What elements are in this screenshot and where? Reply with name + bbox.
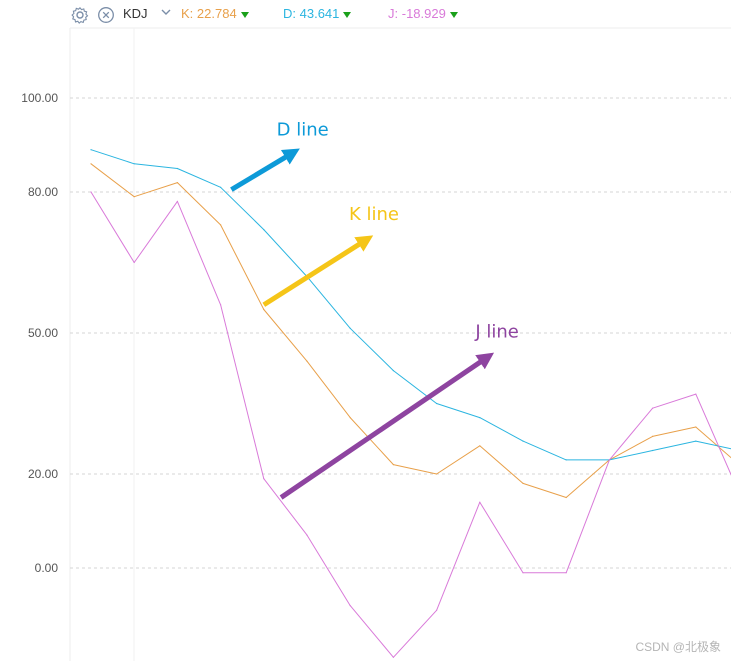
y-tick-label: 100.00: [21, 91, 58, 105]
point-k: [565, 496, 567, 499]
point-k: [90, 163, 92, 165]
point-j: [652, 407, 654, 409]
point-d: [133, 163, 135, 165]
point-j: [436, 609, 438, 611]
series-k-line: [90, 163, 731, 498]
point-k: [479, 445, 481, 447]
k-readout: K: 22.784: [181, 6, 249, 22]
d-value: 43.641: [299, 6, 340, 21]
point-k: [695, 426, 697, 428]
series-j-line: [90, 191, 731, 658]
annotation-label: D line: [277, 120, 329, 141]
y-tick-label: 0.00: [35, 561, 59, 575]
point-j: [306, 534, 308, 536]
gear-icon[interactable]: [71, 6, 89, 24]
point-d: [479, 417, 481, 419]
point-k: [522, 482, 524, 484]
point-d: [176, 167, 178, 170]
annotation-label: J line: [474, 322, 519, 343]
point-k: [392, 464, 394, 466]
k-down-icon: [240, 11, 249, 18]
point-d: [392, 370, 394, 372]
point-d: [90, 149, 92, 151]
point-d: [522, 440, 524, 442]
point-k: [220, 224, 222, 226]
annotation-arrow: [230, 148, 300, 192]
point-k: [436, 473, 438, 475]
indicator-name: KDJ: [123, 6, 148, 21]
point-j: [695, 393, 697, 395]
point-k: [133, 196, 135, 198]
point-d: [695, 440, 697, 442]
point-k: [176, 182, 178, 184]
annotation-layer: D line K line J line: [230, 120, 519, 500]
y-tick-label: 80.00: [28, 185, 58, 199]
point-j: [479, 501, 481, 503]
j-down-icon: [449, 11, 458, 18]
j-label: J:: [388, 6, 399, 21]
annotation-arrow: [279, 352, 495, 500]
k-label: K:: [181, 6, 194, 21]
point-d: [652, 449, 654, 452]
point-j: [176, 200, 178, 202]
point-j: [90, 191, 92, 193]
point-d: [565, 459, 567, 461]
point-k: [263, 308, 265, 311]
watermark: CSDN @北极象: [635, 640, 721, 654]
point-j: [349, 605, 351, 607]
y-tick-label: 20.00: [28, 467, 58, 481]
k-value: 22.784: [196, 6, 237, 21]
chevron-down-icon[interactable]: [158, 4, 176, 22]
series-layer: [90, 149, 731, 658]
point-d: [436, 402, 438, 405]
point-d: [349, 327, 351, 329]
point-j: [263, 478, 265, 480]
close-circle-icon[interactable]: [97, 6, 115, 24]
annotation-label: K line: [349, 204, 399, 225]
series-d-line: [90, 149, 731, 461]
indicator-header: KDJ K: 22.784 D: 43.641 J: -18.929: [0, 0, 731, 30]
annotation-arrow: [262, 235, 374, 307]
point-d: [220, 186, 222, 188]
point-k: [306, 360, 308, 362]
point-j: [392, 656, 394, 658]
d-down-icon: [343, 11, 352, 18]
point-j: [133, 261, 135, 264]
d-label: D:: [283, 6, 296, 21]
point-j: [220, 304, 222, 306]
j-value: -18.929: [401, 6, 446, 21]
point-k: [349, 417, 351, 419]
j-readout: J: -18.929: [388, 6, 458, 22]
point-j: [565, 572, 567, 574]
grid-layer: [69, 27, 731, 661]
point-j: [522, 572, 524, 574]
point-j: [608, 459, 611, 461]
point-k: [652, 435, 654, 437]
d-readout: D: 43.641: [283, 6, 352, 22]
y-tick-label: 50.00: [28, 326, 58, 340]
y-axis: 100.00 80.00 50.00 20.00 0.00: [21, 91, 58, 575]
point-d: [263, 229, 265, 231]
